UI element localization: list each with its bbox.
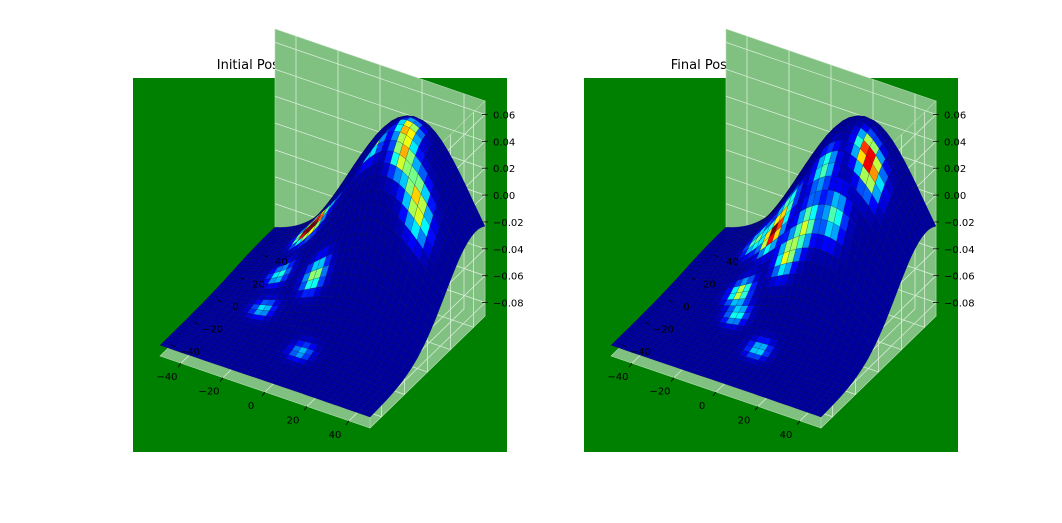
y-tick-label: −20 bbox=[202, 324, 223, 335]
y-tick-label: 20 bbox=[703, 280, 716, 291]
x-tick-label: 20 bbox=[738, 415, 751, 426]
x-tick-label: 0 bbox=[248, 401, 254, 412]
z-tick-label: −0.02 bbox=[493, 218, 524, 229]
y-tick-label: 40 bbox=[275, 257, 288, 268]
x-tick-label: 0 bbox=[699, 401, 705, 412]
z-tick-label: 0.06 bbox=[493, 110, 515, 121]
x-tick-label: −20 bbox=[649, 387, 670, 398]
z-tick-label: −0.02 bbox=[944, 218, 975, 229]
y-tick-mark bbox=[240, 277, 245, 280]
y-tick-mark bbox=[622, 344, 627, 348]
z-tick-label: −0.06 bbox=[493, 272, 524, 283]
x-tick-mark bbox=[628, 362, 633, 368]
x-tick-label: −20 bbox=[198, 387, 219, 398]
x-tick-mark bbox=[303, 406, 308, 411]
z-tick-label: −0.04 bbox=[493, 245, 524, 256]
y-tick-mark bbox=[645, 322, 650, 325]
y-tick-mark bbox=[691, 277, 696, 280]
left-chart-panel: Initial Positions 0.06 0.04 0.02 0.00 −0.02−… bbox=[133, 28, 524, 452]
z-tick-label: 0.02 bbox=[493, 164, 515, 175]
surface-plot: 0.06 0.04 0.02 0.00 −0.02 −0.04 −0.06 −0.08 −40 −… bbox=[584, 28, 975, 452]
y-tick-mark bbox=[194, 322, 199, 325]
z-tick-label: −0.08 bbox=[493, 299, 524, 310]
x-tick-label: 20 bbox=[287, 415, 300, 426]
z-tick-label: 0.06 bbox=[944, 110, 966, 121]
x-tick-mark bbox=[712, 391, 717, 397]
z-tick-label: 0.04 bbox=[493, 137, 515, 148]
y-tick-label: −20 bbox=[653, 324, 674, 335]
x-tick-label: 40 bbox=[780, 430, 793, 441]
x-tick-label: −40 bbox=[156, 372, 177, 383]
z-tick-label: −0.04 bbox=[944, 245, 975, 256]
z-tick-label: 0.00 bbox=[493, 191, 515, 202]
z-tick-label: 0.00 bbox=[944, 191, 966, 202]
x-tick-mark bbox=[177, 362, 182, 368]
x-tick-label: 40 bbox=[329, 430, 342, 441]
x-tick-mark bbox=[670, 377, 675, 382]
y-tick-label: −40 bbox=[630, 347, 651, 358]
z-tick-label: −0.06 bbox=[944, 272, 975, 283]
y-tick-mark bbox=[668, 299, 673, 303]
z-tick-label: 0.04 bbox=[944, 137, 966, 148]
surface-patch bbox=[722, 227, 733, 231]
x-tick-mark bbox=[345, 420, 350, 426]
surface bbox=[159, 115, 486, 418]
y-tick-label: 40 bbox=[726, 257, 739, 268]
y-tick-label: −40 bbox=[179, 347, 200, 358]
z-tick-label: 0.02 bbox=[944, 164, 966, 175]
y-tick-label: 20 bbox=[252, 280, 265, 291]
x-tick-mark bbox=[261, 391, 266, 397]
x-tick-mark bbox=[219, 377, 224, 382]
y-tick-label: 0 bbox=[232, 302, 238, 313]
surface-patch bbox=[271, 227, 282, 231]
y-tick-mark bbox=[171, 344, 176, 348]
y-tick-mark bbox=[217, 299, 222, 303]
x-tick-mark bbox=[796, 420, 801, 426]
y-tick-mark bbox=[714, 254, 719, 258]
surface-plot: 0.06 0.04 0.02 0.00 −0.02 −0.04 −0.06 −0.08 −40 −… bbox=[133, 28, 524, 452]
right-chart-panel: Final Positions 0.06 0.04 0.02 0.00 −0.02 −0.… bbox=[451, 0, 982, 523]
z-tick-label: −0.08 bbox=[944, 299, 975, 310]
x-tick-label: −40 bbox=[607, 372, 628, 383]
y-tick-mark bbox=[263, 254, 268, 258]
x-tick-mark bbox=[754, 406, 759, 411]
y-tick-label: 0 bbox=[683, 302, 689, 313]
surface bbox=[610, 115, 937, 418]
